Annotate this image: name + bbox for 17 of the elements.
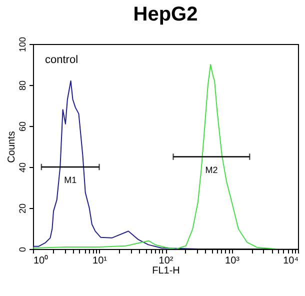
x-tick-label: 10³: [225, 256, 240, 266]
y-axis-title: Counts: [6, 131, 18, 163]
x-tick-label: 10⁰: [34, 254, 49, 266]
series-label: M2: [205, 164, 218, 175]
y-tick-label: 80: [18, 80, 28, 91]
chart-title: HepG2: [133, 3, 198, 26]
y-tick-label: 100: [18, 36, 28, 52]
x-tick-label: 10⁴: [283, 256, 298, 266]
y-tick-label: 40: [18, 162, 28, 173]
x-tick-label: 10¹: [92, 256, 108, 266]
y-tick-label: 60: [18, 121, 28, 132]
x-axis-title: FL1-H: [152, 266, 180, 276]
series-label: M1: [64, 175, 77, 185]
x-tick-label: 10²: [158, 256, 174, 266]
annotation: control: [45, 54, 78, 66]
y-tick-label: 0: [18, 246, 28, 252]
y-tick-label: 20: [18, 203, 28, 214]
